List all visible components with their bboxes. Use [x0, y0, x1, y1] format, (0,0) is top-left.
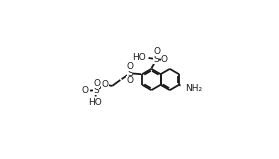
Text: NH₂: NH₂: [186, 84, 203, 93]
Text: HO: HO: [133, 53, 146, 62]
Text: O: O: [161, 55, 168, 64]
Text: O: O: [126, 62, 134, 71]
Text: S: S: [153, 55, 159, 64]
Text: O: O: [126, 76, 134, 85]
Text: O: O: [102, 80, 109, 89]
Text: S: S: [127, 69, 133, 78]
Text: S: S: [93, 86, 99, 95]
Text: HO: HO: [89, 98, 102, 107]
Text: O: O: [153, 47, 160, 56]
Text: O: O: [81, 86, 88, 95]
Text: O: O: [93, 79, 100, 88]
